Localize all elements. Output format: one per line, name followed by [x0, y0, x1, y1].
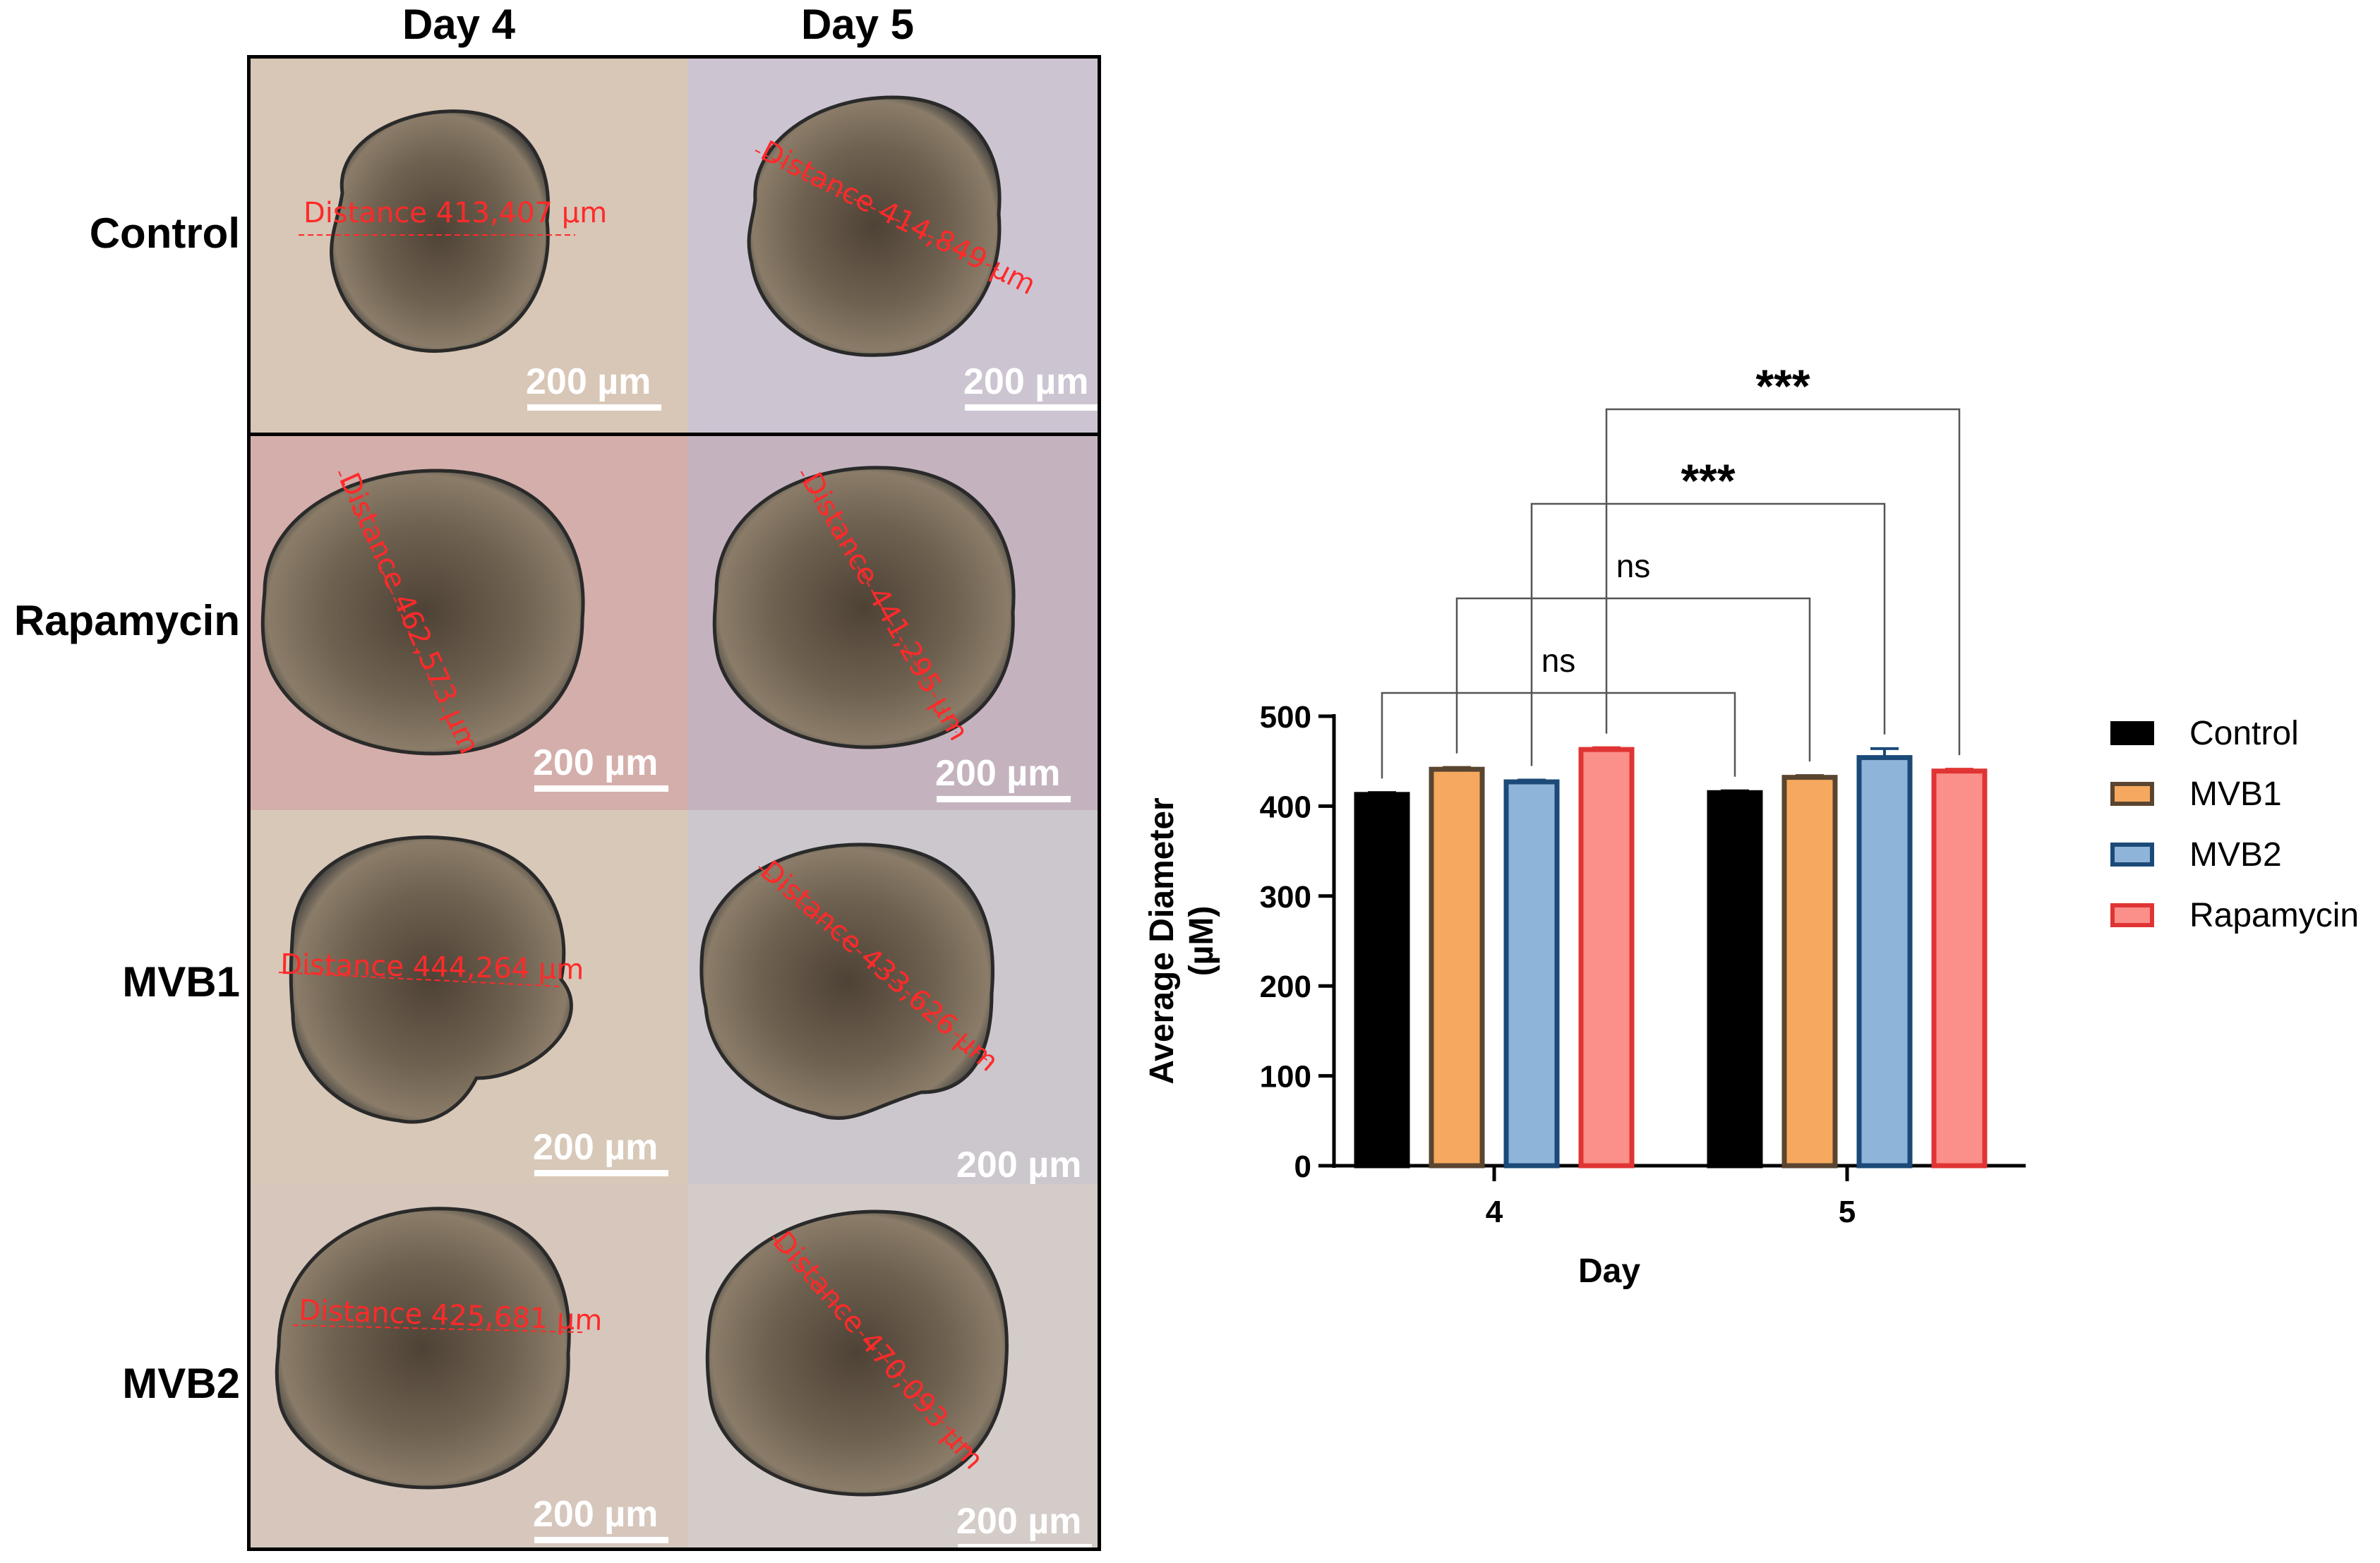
row-label-rapamycin: Rapamycin [13, 597, 240, 644]
micrograph-grid: Distance 413,407 µm 200 µm Distance 414,… [247, 55, 1101, 1551]
y-tick-label: 100 [1260, 1060, 1311, 1094]
scale-bar [534, 1537, 668, 1543]
bar-control-day5 [1707, 790, 1763, 1169]
significance-bracket [1605, 408, 1961, 756]
scale-bar [534, 1170, 668, 1176]
bar-rapamycin-day5 [1931, 768, 1988, 1169]
legend-item-control: Control [2110, 713, 2380, 755]
scale-bar [534, 785, 668, 792]
micrograph-rapamycin-day5: Distance 441,295 µm 200 µm [688, 436, 1098, 810]
y-tick-label: 300 [1260, 880, 1311, 915]
x-tick-label: 5 [1839, 1195, 1856, 1229]
legend-label-mvb2: MVB2 [2189, 836, 2282, 874]
legend-swatch-rapamycin [2110, 903, 2154, 927]
legend-item-mvb2: MVB2 [2110, 834, 2380, 876]
micrograph-mvb1-day4: Distance 444,264 µm 200 µm [251, 810, 688, 1184]
column-header-day5: Day 5 [800, 1, 915, 48]
spheroid [330, 109, 550, 353]
measurement-label: Distance 413,407 µm [303, 197, 607, 229]
spheroid [712, 466, 1016, 749]
row-label-mvb1: MVB1 [122, 958, 240, 1006]
x-axis-title: Day [1578, 1253, 1640, 1290]
measurement-line [772, 1236, 971, 1453]
y-tick-label: 0 [1294, 1149, 1311, 1184]
spheroid [747, 95, 1002, 357]
measurement-line [800, 471, 957, 733]
legend-swatch-mvb2 [2110, 843, 2154, 867]
row-label-control: Control [89, 210, 240, 257]
bar-rapamycin-day4 [1578, 747, 1635, 1169]
row-label-mvb2: MVB2 [122, 1360, 240, 1407]
significance-label: ns [1541, 642, 1576, 679]
scale-bar [937, 796, 1071, 802]
legend-item-mvb1: MVB1 [2110, 773, 2380, 816]
scale-bar-label: 200 µm [533, 1494, 658, 1535]
y-tick-label: 400 [1260, 790, 1311, 824]
scale-bar-label: 200 µm [956, 1501, 1081, 1542]
legend-label-rapamycin: Rapamycin [2189, 897, 2360, 934]
y-axis-title-line2: (µM) [1183, 906, 1220, 977]
scale-bar-label: 200 µm [935, 753, 1060, 794]
scale-bar-label: 200 µm [533, 742, 658, 783]
significance-label: ns [1616, 548, 1651, 584]
scale-bar [965, 404, 1098, 411]
measurement-line [758, 866, 992, 1065]
legend-item-rapamycin: Rapamycin [2110, 895, 2380, 937]
significance-bracket [1455, 597, 1811, 762]
x-tick-label: 4 [1486, 1195, 1503, 1229]
measurement-label: Distance 444,264 µm [280, 948, 584, 986]
significance-label: *** [1681, 454, 1735, 507]
bar-mvb2-day5 [1856, 755, 1913, 1169]
significance-bracket [1381, 692, 1736, 779]
spheroid [699, 843, 994, 1121]
scale-bar-label: 200 µm [956, 1145, 1081, 1184]
micrograph-rapamycin-day4: Distance 462,573 µm 200 µm [251, 436, 688, 810]
measurement-line [338, 471, 463, 754]
bar-control-day4 [1354, 792, 1410, 1169]
scale-bar-label: 200 µm [963, 361, 1088, 402]
y-tick-label: 200 [1260, 970, 1311, 1004]
measurement-line [292, 1324, 583, 1333]
y-axis-title-line1: Average Diameter [1143, 797, 1181, 1084]
legend-label-mvb1: MVB1 [2189, 776, 2282, 813]
spheroid [705, 1209, 1009, 1497]
significance-bracket [1530, 502, 1886, 766]
spheroid [275, 1207, 571, 1490]
micrograph-mvb2-day4: Distance 425,681 µm 200 µm [251, 1184, 688, 1547]
micrograph-control-day5: Distance 414,849 µm 200 µm [688, 59, 1098, 433]
diameter-bar-chart: ns ns *** *** 0 100 200 300 400 500 4 5 Average Di… [1143, 360, 2026, 1290]
legend-swatch-mvb1 [2110, 782, 2154, 806]
micrograph-mvb2-day5: Distance 470,093 µm 200 µm [688, 1184, 1098, 1547]
scale-bar-label: 200 µm [533, 1127, 658, 1168]
scale-bar [527, 404, 661, 411]
scale-bar [958, 1544, 1092, 1547]
legend-label-control: Control [2189, 715, 2299, 752]
significance-label: *** [1755, 360, 1810, 412]
bar-mvb1-day4 [1429, 766, 1485, 1169]
row-divider [251, 433, 1098, 436]
scale-bar-label: 200 µm [526, 361, 651, 402]
bar-mvb1-day5 [1781, 775, 1838, 1169]
y-tick-label: 500 [1260, 700, 1311, 735]
micrograph-mvb1-day5: Distance 433,626 µm 200 µm [688, 810, 1098, 1184]
micrograph-control-day4: Distance 413,407 µm 200 µm [251, 59, 688, 433]
column-header-day4: Day 4 [402, 1, 516, 48]
bar-mvb2-day4 [1503, 779, 1560, 1169]
legend-swatch-control [2110, 721, 2154, 745]
spheroid [260, 469, 585, 756]
measurement-line [278, 972, 562, 987]
